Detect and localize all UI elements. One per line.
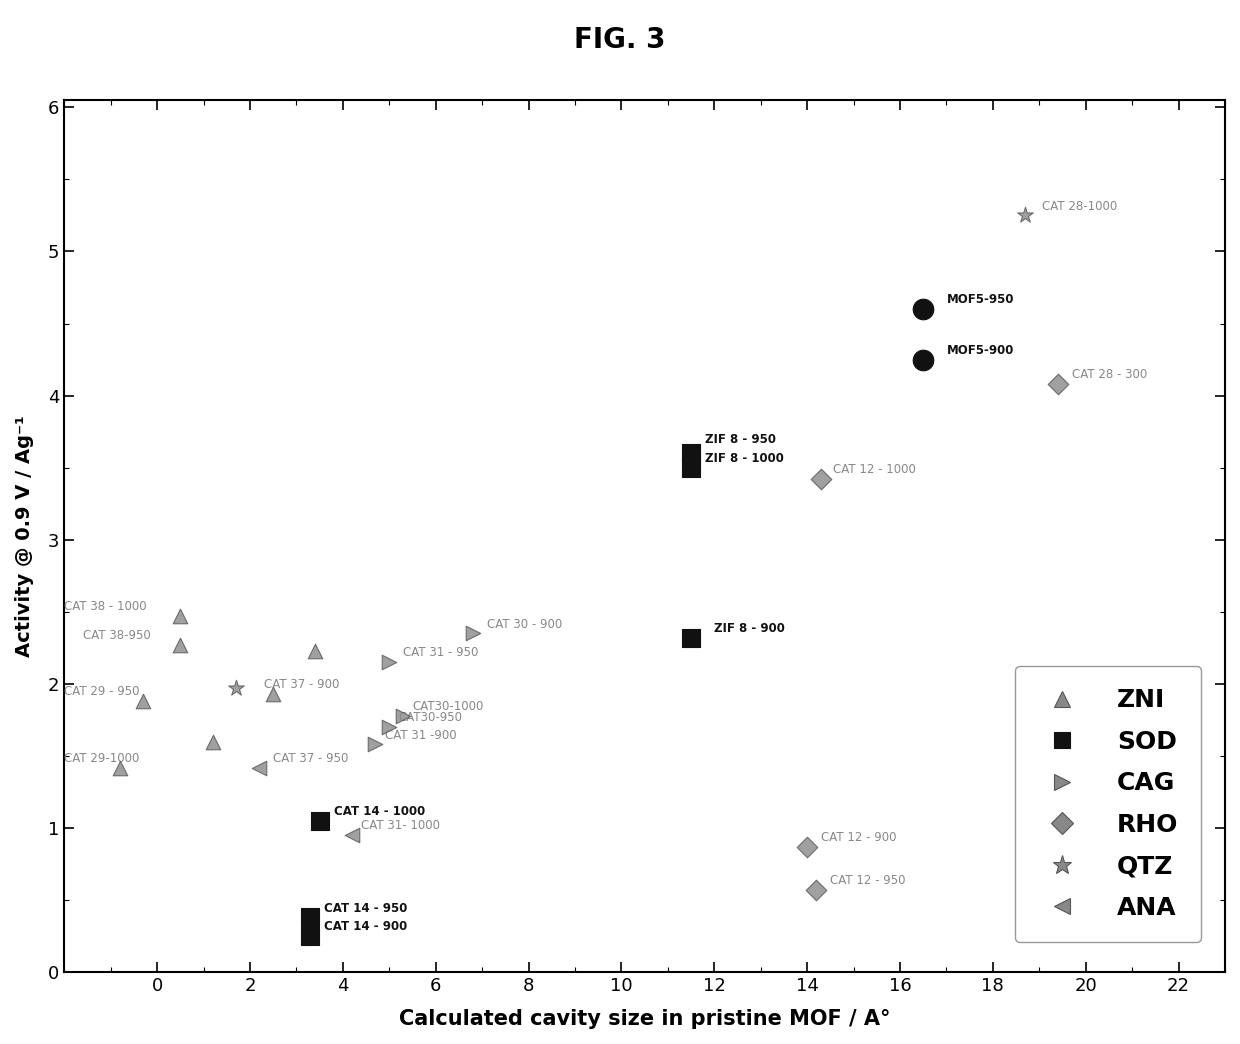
Point	[797, 838, 817, 855]
Point	[300, 928, 320, 945]
Point	[811, 471, 831, 488]
Text: CAT30-1000: CAT30-1000	[413, 699, 484, 713]
Text: ZIF 8 - 900: ZIF 8 - 900	[714, 622, 785, 635]
Text: CAT 37 - 950: CAT 37 - 950	[273, 752, 348, 764]
Text: CAT 28-1000: CAT 28-1000	[1042, 199, 1117, 213]
Text: CAT 12 - 1000: CAT 12 - 1000	[833, 464, 915, 476]
Text: FIG. 3: FIG. 3	[574, 26, 666, 54]
X-axis label: Calculated cavity size in pristine MOF / A°: Calculated cavity size in pristine MOF /…	[399, 1009, 890, 1029]
Point	[263, 686, 283, 703]
Text: ZIF 8 - 1000: ZIF 8 - 1000	[706, 452, 784, 465]
Text: CAT 12 - 900: CAT 12 - 900	[821, 831, 897, 844]
Y-axis label: Activity @ 0.9 V / Ag⁻¹: Activity @ 0.9 V / Ag⁻¹	[15, 416, 33, 657]
Point	[379, 654, 399, 670]
Text: CAT 31- 1000: CAT 31- 1000	[361, 820, 440, 832]
Text: CAT 31 - 950: CAT 31 - 950	[403, 646, 479, 660]
Point	[170, 637, 190, 654]
Point	[305, 642, 325, 659]
Point	[203, 733, 223, 750]
Point	[249, 759, 269, 776]
Text: CAT 14 - 900: CAT 14 - 900	[324, 921, 408, 933]
Point	[393, 707, 413, 723]
Text: CAT 12 - 950: CAT 12 - 950	[831, 874, 906, 887]
Point	[1016, 207, 1035, 223]
Text: CAT 38 - 1000: CAT 38 - 1000	[64, 600, 146, 613]
Point	[681, 459, 701, 476]
Text: ZIF 8 - 950: ZIF 8 - 950	[706, 433, 776, 446]
Text: CAT 30 - 900: CAT 30 - 900	[487, 618, 562, 631]
Text: MOF5-900: MOF5-900	[946, 343, 1014, 357]
Point	[463, 625, 482, 642]
Point	[914, 351, 934, 367]
Legend: ZNI, SOD, CAG, RHO, QTZ, ANA: ZNI, SOD, CAG, RHO, QTZ, ANA	[1014, 666, 1200, 943]
Point	[681, 630, 701, 646]
Point	[379, 719, 399, 736]
Text: CAT 29-1000: CAT 29-1000	[64, 752, 140, 764]
Point	[342, 827, 362, 844]
Text: CAT 14 - 950: CAT 14 - 950	[324, 902, 408, 915]
Point	[310, 812, 330, 829]
Text: CAT 31 -900: CAT 31 -900	[384, 729, 456, 741]
Text: CAT 29 - 950: CAT 29 - 950	[64, 685, 140, 698]
Point	[914, 301, 934, 317]
Point	[1048, 376, 1068, 393]
Point	[226, 680, 246, 696]
Point	[300, 909, 320, 926]
Text: CAT 28 - 300: CAT 28 - 300	[1071, 369, 1147, 381]
Point	[110, 759, 130, 776]
Point	[133, 693, 153, 710]
Text: MOF5-950: MOF5-950	[946, 293, 1014, 306]
Text: CAT30-950: CAT30-950	[398, 711, 463, 725]
Point	[170, 608, 190, 624]
Text: CAT 14 - 1000: CAT 14 - 1000	[334, 805, 425, 818]
Point	[681, 445, 701, 461]
Text: CAT 37 - 900: CAT 37 - 900	[264, 679, 340, 691]
Text: CAT 38-950: CAT 38-950	[83, 630, 150, 642]
Point	[366, 736, 386, 753]
Point	[806, 882, 826, 899]
